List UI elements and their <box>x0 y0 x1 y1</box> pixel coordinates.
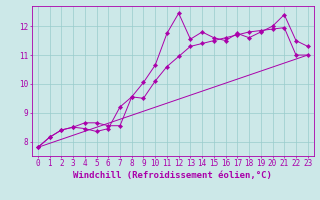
X-axis label: Windchill (Refroidissement éolien,°C): Windchill (Refroidissement éolien,°C) <box>73 171 272 180</box>
